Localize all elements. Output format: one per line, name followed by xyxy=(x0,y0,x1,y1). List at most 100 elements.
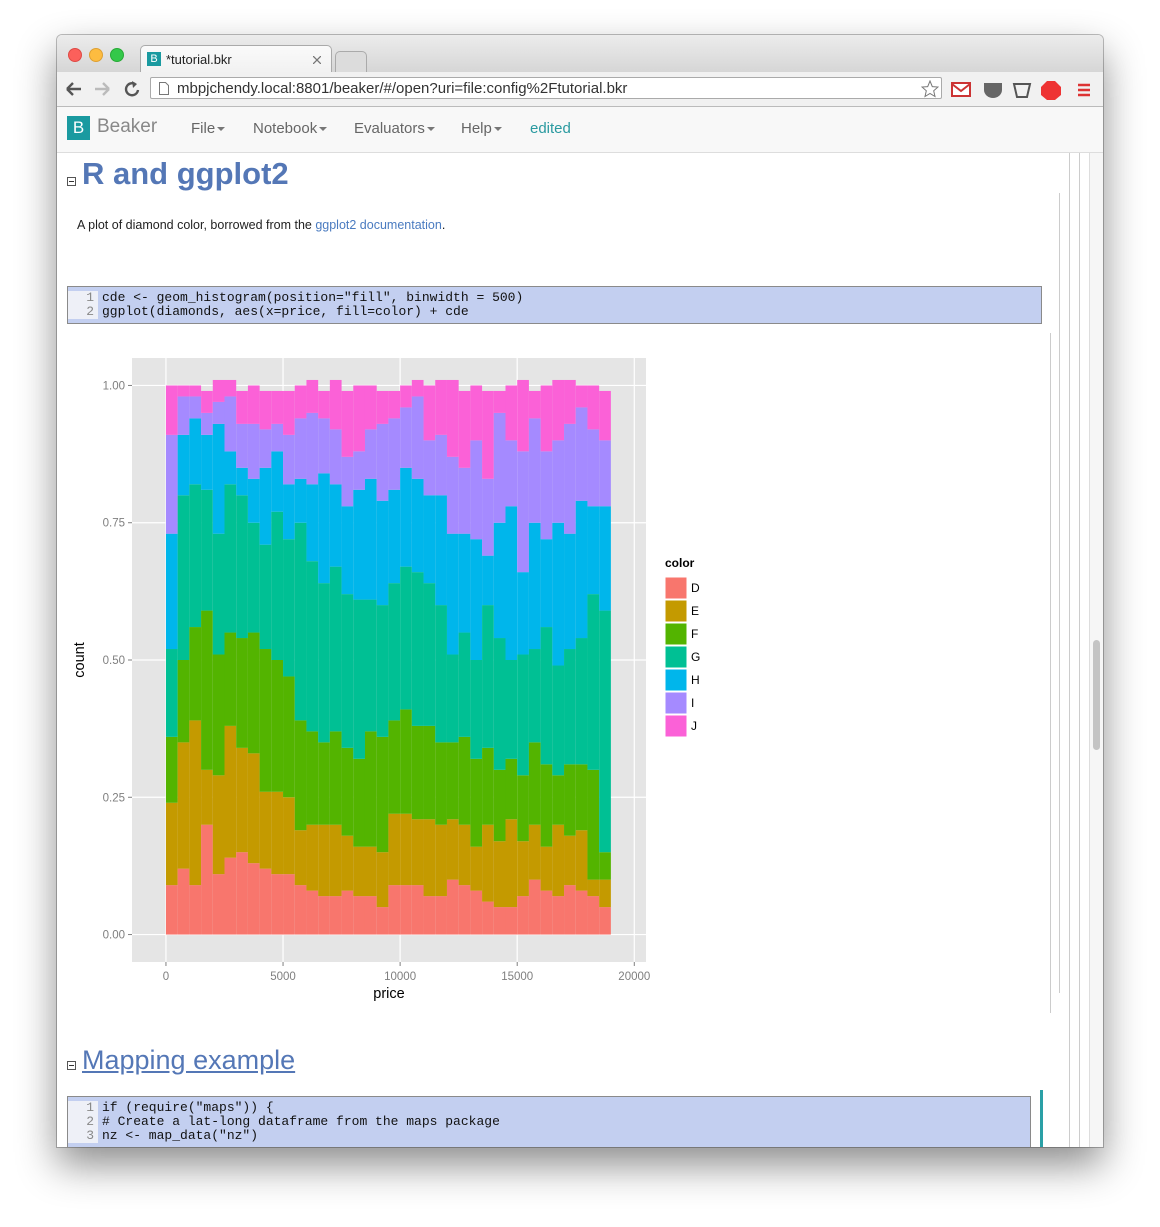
histogram-segment xyxy=(318,390,330,419)
section-heading[interactable]: R and ggplot2 xyxy=(82,156,289,191)
tab-title: *tutorial.bkr xyxy=(166,52,232,67)
histogram-segment xyxy=(564,885,576,935)
histogram-segment xyxy=(341,594,354,748)
histogram-segment xyxy=(458,632,471,737)
histogram-segment xyxy=(353,599,365,759)
bookmark-star[interactable] xyxy=(921,80,939,98)
nav-buttons[interactable] xyxy=(65,80,145,98)
histogram-segment xyxy=(493,907,506,935)
histogram-segment xyxy=(528,649,541,743)
section-toggle[interactable] xyxy=(67,177,76,186)
legend-key xyxy=(664,622,688,646)
x-tick-label: 5000 xyxy=(270,971,296,983)
histogram-segment xyxy=(411,885,424,935)
histogram-segment xyxy=(470,846,483,891)
new-tab-button[interactable] xyxy=(335,51,367,73)
histogram-segment xyxy=(341,747,354,836)
histogram-segment xyxy=(201,390,213,413)
code-cell[interactable]: 1 if (require("maps")) {2 # Create a lat-l… xyxy=(67,1096,1031,1147)
histogram-segment xyxy=(458,467,471,534)
y-tick-label: 0.00 xyxy=(103,930,125,942)
cell-border xyxy=(1059,193,1060,993)
histogram-segment xyxy=(212,775,225,875)
histogram-segment xyxy=(388,813,401,886)
histogram-segment xyxy=(306,731,319,825)
histogram-segment xyxy=(353,758,365,847)
code-line: 3 nz <- map_data("nz") xyxy=(68,1129,1030,1143)
y-axis-title: count xyxy=(72,642,88,677)
scrollbar[interactable] xyxy=(1089,153,1103,1147)
histogram-segment xyxy=(189,720,202,886)
code-cell[interactable]: 1 cde <- geom_histogram(position="fill", … xyxy=(67,286,1042,324)
code-line: 1 if (require("maps")) { xyxy=(68,1101,1030,1115)
histogram-segment xyxy=(341,390,354,457)
menu-item[interactable]: Help xyxy=(461,119,502,139)
minimize-button[interactable] xyxy=(89,48,103,62)
histogram-segment xyxy=(470,385,483,441)
histogram-segment xyxy=(294,385,307,419)
histogram-segment xyxy=(353,846,365,897)
histogram-segment xyxy=(189,385,202,397)
section-heading[interactable]: Mapping example xyxy=(82,1045,296,1075)
histogram-segment xyxy=(341,506,354,595)
histogram-segment xyxy=(236,423,248,468)
histogram-segment xyxy=(411,819,424,886)
histogram-segment xyxy=(528,522,541,650)
doc-link[interactable]: ggplot2 documentation xyxy=(315,218,442,232)
beaker-logo[interactable]: B xyxy=(67,116,90,140)
histogram-segment xyxy=(400,885,412,935)
histogram-segment xyxy=(552,896,565,935)
histogram-segment xyxy=(376,500,389,606)
histogram-segment xyxy=(329,731,342,825)
histogram-segment xyxy=(599,879,611,908)
histogram-segment xyxy=(482,747,494,825)
menu-item[interactable]: File xyxy=(191,119,226,139)
histogram-segment xyxy=(493,769,506,842)
histogram-segment xyxy=(435,742,447,825)
markdown-text: A plot of diamond color, borrowed from t… xyxy=(77,218,445,232)
menu-label: File xyxy=(191,120,216,137)
histogram-segment xyxy=(247,423,260,479)
histogram-segment xyxy=(329,429,342,485)
code-line: 2 # Create a lat-long dataframe from the … xyxy=(68,1115,1030,1129)
histogram-segment xyxy=(364,599,377,732)
legend-key xyxy=(664,668,688,692)
histogram-segment xyxy=(435,896,447,935)
histogram-segment xyxy=(517,451,529,573)
histogram-segment xyxy=(259,429,272,468)
histogram-segment xyxy=(400,385,412,408)
histogram-segment xyxy=(411,572,424,726)
histogram-segment xyxy=(400,407,412,468)
histogram-segment xyxy=(411,725,424,820)
histogram-segment xyxy=(505,506,518,660)
histogram-segment xyxy=(364,429,377,479)
scroll-thumb[interactable] xyxy=(1093,640,1100,750)
section-toggle[interactable] xyxy=(67,1061,76,1070)
histogram-segment xyxy=(341,835,354,891)
histogram-segment xyxy=(482,605,494,748)
histogram-segment xyxy=(575,638,588,765)
extension-icons[interactable] xyxy=(950,80,1100,100)
histogram-segment xyxy=(446,879,459,935)
menu-item[interactable]: Evaluators xyxy=(354,119,435,139)
address-bar[interactable]: mbpjchendy.local:8801/beaker/#/open?uri=… xyxy=(150,77,942,99)
histogram-segment xyxy=(599,506,611,611)
brand[interactable]: Beaker xyxy=(97,116,158,137)
histogram-segment xyxy=(283,484,295,540)
zoom-button[interactable] xyxy=(110,48,124,62)
histogram-segment xyxy=(528,390,541,419)
histogram-segment xyxy=(564,533,576,650)
histogram-segment xyxy=(212,874,225,935)
histogram-segment xyxy=(189,396,202,419)
histogram-segment xyxy=(411,379,424,397)
browser-tab[interactable]: B *tutorial.bkr xyxy=(140,45,332,73)
menu-item[interactable]: Notebook xyxy=(253,119,328,139)
legend-key xyxy=(664,576,688,600)
close-button[interactable] xyxy=(68,48,82,62)
histogram-segment xyxy=(564,379,576,424)
histogram-segment xyxy=(224,857,237,935)
histogram-segment xyxy=(294,720,307,831)
tab-close[interactable] xyxy=(313,56,321,64)
histogram-segment xyxy=(259,390,272,430)
histogram-segment xyxy=(388,418,401,490)
